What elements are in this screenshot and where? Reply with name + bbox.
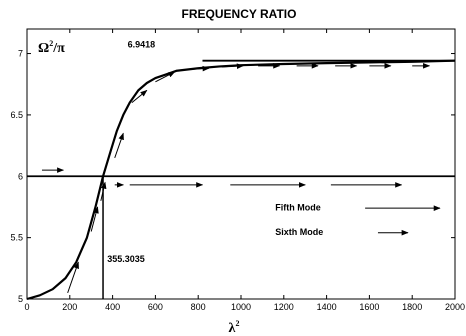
annotation-label: 6.9418 xyxy=(128,39,156,49)
plot-area: 0 200 400 600 800 1000 1200 1400 1600 1800 2000 5 5.… xyxy=(10,28,465,312)
annotation-label: 355.3035 xyxy=(107,254,145,264)
sixth-mode-arrow xyxy=(221,63,244,69)
chart-title: FREQUENCY RATIO xyxy=(182,7,297,21)
x-tick-label: 1200 xyxy=(274,302,294,312)
y-tick-label: 7 xyxy=(18,49,23,59)
y-tick-label: 5.5 xyxy=(10,233,23,243)
annotation-label: Fifth Mode xyxy=(275,203,321,213)
x-label-sup: 2 xyxy=(235,319,239,328)
sixth-mode-arrow xyxy=(67,261,79,294)
series-line xyxy=(26,59,456,301)
sixth-mode-arrow xyxy=(131,89,148,104)
x-tick-label: 600 xyxy=(148,302,163,312)
y-label-base: Ω xyxy=(38,41,49,56)
x-label-base: λ xyxy=(229,321,236,336)
x-tick-label: 0 xyxy=(24,302,29,312)
sixth-mode-arrow xyxy=(187,65,210,72)
y-tick-label: 6 xyxy=(18,171,23,181)
x-tick-label: 1600 xyxy=(359,302,379,312)
sixth-mode-arrow xyxy=(90,206,99,232)
x-tick-label: 200 xyxy=(62,302,77,312)
annotation-label: Sixth Mode xyxy=(275,227,323,237)
x-axis-label: λ2 xyxy=(229,319,240,336)
x-tick-label: 2000 xyxy=(445,302,465,312)
x-tick-label: 400 xyxy=(105,302,120,312)
y-axis-label: Ω2/π xyxy=(38,39,65,56)
sixth-mode-arrow xyxy=(155,71,176,83)
x-tick-label: 1800 xyxy=(402,302,422,312)
sixth-mode-arrow xyxy=(100,181,107,201)
plot-frame xyxy=(26,28,456,300)
y-label-tail: /π xyxy=(52,41,65,56)
y-tick-label: 6.5 xyxy=(10,110,23,120)
sixth-mode-arrow xyxy=(114,132,124,159)
x-tick-label: 800 xyxy=(191,302,206,312)
x-tick-label: 1400 xyxy=(317,302,337,312)
y-label-sup: 2 xyxy=(49,39,53,48)
svg-text:λ2: λ2 xyxy=(229,319,240,336)
svg-text:Ω2/π: Ω2/π xyxy=(38,39,65,56)
y-tick-label: 5 xyxy=(18,294,23,304)
x-tick-label: 1000 xyxy=(231,302,251,312)
